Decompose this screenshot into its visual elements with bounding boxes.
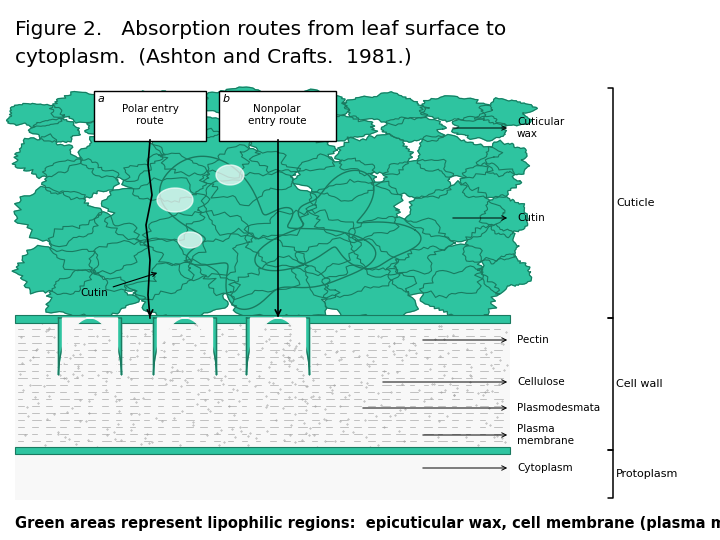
Polygon shape xyxy=(348,217,456,277)
Polygon shape xyxy=(249,124,337,172)
Bar xyxy=(15,318,510,450)
Polygon shape xyxy=(6,104,64,128)
Polygon shape xyxy=(163,116,230,139)
Polygon shape xyxy=(251,318,305,373)
Polygon shape xyxy=(199,87,281,117)
Polygon shape xyxy=(157,188,193,212)
FancyBboxPatch shape xyxy=(219,91,336,141)
Polygon shape xyxy=(229,256,340,320)
Polygon shape xyxy=(322,265,418,321)
Polygon shape xyxy=(178,232,202,248)
Polygon shape xyxy=(143,211,253,281)
Polygon shape xyxy=(120,91,204,122)
Polygon shape xyxy=(42,159,120,200)
Polygon shape xyxy=(48,212,148,274)
Polygon shape xyxy=(420,266,500,319)
Polygon shape xyxy=(460,163,522,198)
Text: Cuticular
wax: Cuticular wax xyxy=(517,117,564,139)
Polygon shape xyxy=(78,133,165,181)
Polygon shape xyxy=(122,153,210,202)
Text: Cutin: Cutin xyxy=(517,213,545,223)
Polygon shape xyxy=(295,238,400,298)
Polygon shape xyxy=(255,170,421,271)
Polygon shape xyxy=(387,244,483,298)
Polygon shape xyxy=(184,228,305,300)
Polygon shape xyxy=(244,210,361,275)
Bar xyxy=(15,315,510,323)
Polygon shape xyxy=(50,91,132,123)
Polygon shape xyxy=(342,92,429,126)
Text: cytoplasm.  (Ashton and Crafts.  1981.): cytoplasm. (Ashton and Crafts. 1981.) xyxy=(15,48,412,67)
Polygon shape xyxy=(14,186,102,247)
Text: Pectin: Pectin xyxy=(517,335,549,345)
Polygon shape xyxy=(230,109,312,139)
Polygon shape xyxy=(85,117,152,139)
Polygon shape xyxy=(46,270,140,323)
Polygon shape xyxy=(451,116,507,141)
Polygon shape xyxy=(417,134,503,178)
Text: Cell wall: Cell wall xyxy=(616,379,662,389)
Text: Cutin: Cutin xyxy=(80,273,156,298)
Polygon shape xyxy=(149,129,252,178)
Polygon shape xyxy=(58,318,122,375)
Polygon shape xyxy=(63,318,117,373)
Text: Protoplasm: Protoplasm xyxy=(616,469,678,479)
Text: Cuticle: Cuticle xyxy=(616,198,654,208)
Polygon shape xyxy=(12,246,95,294)
Polygon shape xyxy=(462,224,519,264)
Polygon shape xyxy=(153,318,217,375)
Polygon shape xyxy=(474,98,537,126)
Polygon shape xyxy=(102,178,210,242)
Polygon shape xyxy=(158,318,212,373)
Polygon shape xyxy=(281,89,350,119)
Text: b: b xyxy=(223,94,230,104)
Polygon shape xyxy=(160,156,376,309)
Text: a: a xyxy=(98,94,105,104)
Text: Figure 2.   Absorption routes from leaf surface to: Figure 2. Absorption routes from leaf su… xyxy=(15,20,506,39)
Text: Polar entry
route: Polar entry route xyxy=(122,104,179,126)
Text: Nonpolar
entry route: Nonpolar entry route xyxy=(248,104,306,126)
Polygon shape xyxy=(202,172,317,239)
Polygon shape xyxy=(382,117,446,142)
Polygon shape xyxy=(316,114,378,141)
Polygon shape xyxy=(94,238,194,300)
Polygon shape xyxy=(405,181,505,241)
Polygon shape xyxy=(12,134,81,178)
Polygon shape xyxy=(476,140,530,177)
Text: Plasmodesmata: Plasmodesmata xyxy=(517,403,600,413)
Bar xyxy=(15,454,510,500)
Polygon shape xyxy=(481,254,531,294)
Polygon shape xyxy=(246,318,310,375)
Polygon shape xyxy=(216,165,244,185)
Bar xyxy=(15,88,510,500)
Text: Green areas represent lipophilic regions:  epicuticular wax, cell membrane (plas: Green areas represent lipophilic regions… xyxy=(15,516,720,531)
Polygon shape xyxy=(480,194,528,238)
Polygon shape xyxy=(28,118,81,143)
Text: Cellulose: Cellulose xyxy=(517,377,564,387)
Polygon shape xyxy=(376,159,454,198)
Polygon shape xyxy=(199,145,300,206)
Text: Cytoplasm: Cytoplasm xyxy=(517,463,572,473)
FancyBboxPatch shape xyxy=(94,91,206,141)
Polygon shape xyxy=(292,154,377,201)
Polygon shape xyxy=(335,134,413,176)
Polygon shape xyxy=(306,179,403,240)
Text: Plasma
membrane: Plasma membrane xyxy=(517,424,574,446)
Polygon shape xyxy=(125,259,240,320)
Polygon shape xyxy=(419,96,492,122)
Bar xyxy=(15,447,510,454)
